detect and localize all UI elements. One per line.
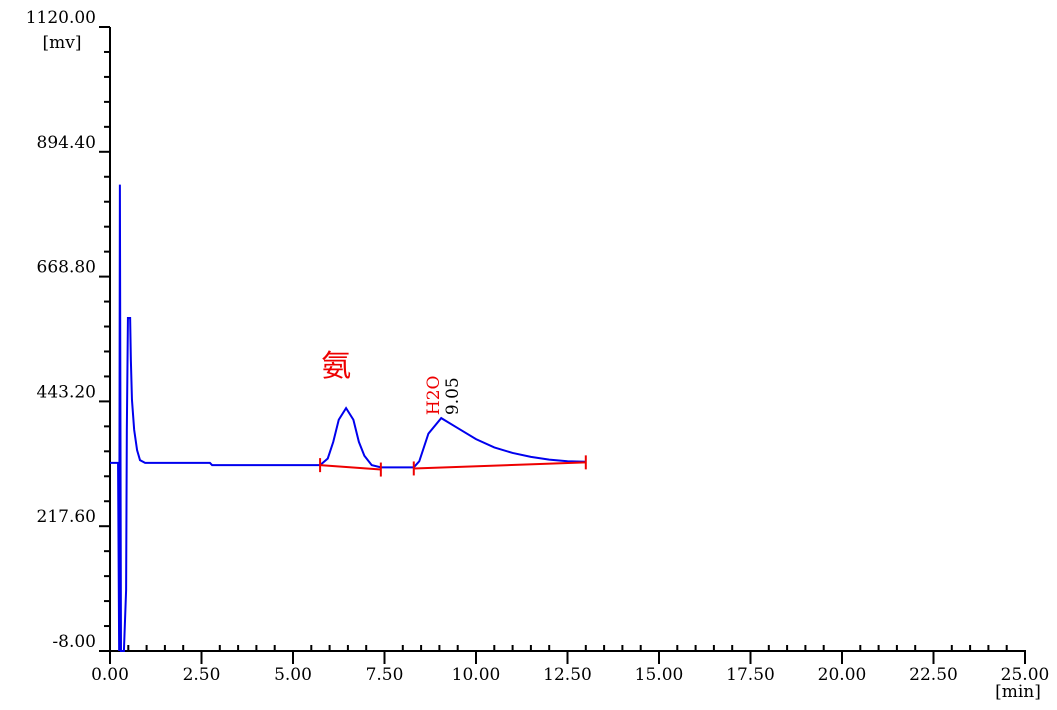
x-tick-label: 22.50 bbox=[909, 665, 958, 685]
trace bbox=[110, 184, 586, 652]
x-tick-label: 5.00 bbox=[274, 665, 312, 685]
y-tick-label: 1120.00 bbox=[26, 8, 96, 28]
x-tick-label: 7.50 bbox=[366, 665, 404, 685]
x-tick-label: 2.50 bbox=[183, 665, 221, 685]
x-tick-label: 17.50 bbox=[726, 665, 775, 685]
peak-time: 9.05 bbox=[443, 377, 463, 415]
y-unit: [mv] bbox=[43, 33, 82, 53]
y-tick-label: 668.80 bbox=[37, 258, 96, 278]
integration-baseline bbox=[413, 461, 586, 470]
peak-name: 氨 bbox=[321, 349, 351, 384]
x-tick-label: 10.00 bbox=[452, 665, 501, 685]
integration-baseline bbox=[320, 464, 381, 471]
x-tick-label: 25.00 bbox=[1001, 665, 1050, 685]
peak-name: H2O bbox=[424, 376, 444, 416]
y-tick-label: 443.20 bbox=[37, 382, 96, 402]
x-tick-label: 0.00 bbox=[91, 665, 129, 685]
x-tick-label: 15.00 bbox=[635, 665, 684, 685]
y-tick-label: 894.40 bbox=[37, 133, 96, 153]
y-tick-label: 217.60 bbox=[37, 507, 96, 527]
y-tick-label: -8.00 bbox=[52, 632, 96, 652]
x-tick-label: 20.00 bbox=[818, 665, 867, 685]
x-tick-label: 12.50 bbox=[543, 665, 592, 685]
x-unit: [min] bbox=[995, 682, 1041, 702]
